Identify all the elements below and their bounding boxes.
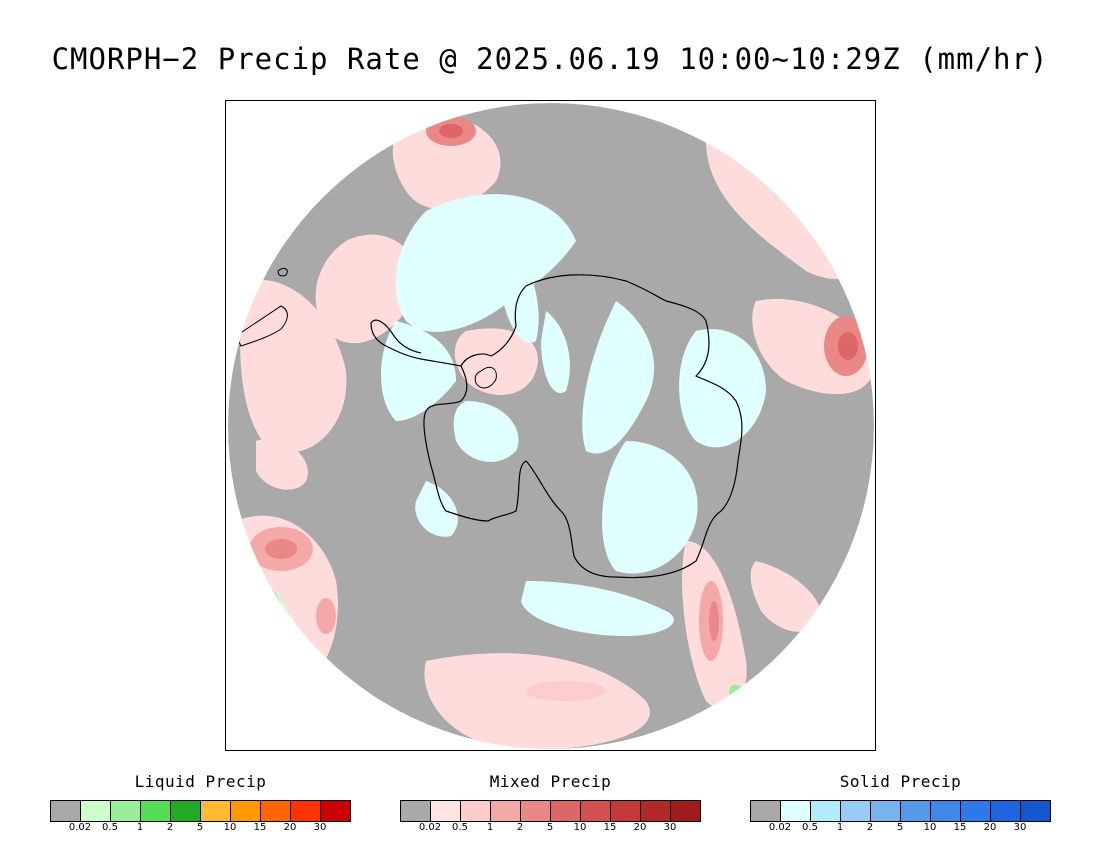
legend-solid-swatch [781,801,811,821]
legend-solid-swatch [841,801,871,821]
legend-liquid-swatch [111,801,141,821]
legend-mixed-tick-label: 1 [486,822,494,833]
legend-liquid-swatch [141,801,171,821]
legend-liquid-swatch [171,801,201,821]
legend-liquid: Liquid Precip 0.02 0.5 1 2 5 10 15 20 30 [50,772,351,833]
legend-mixed-title: Mixed Precip [489,772,612,791]
legend-solid-tick-label: 0.5 [802,822,818,833]
legend-mixed-swatch [401,801,431,821]
polar-precip-map [228,103,874,749]
legend-solid-colorbar [750,800,1051,822]
antarctic-peninsula-coastline [370,319,462,367]
legend-liquid-swatch [81,801,111,821]
legend-mixed-tick-label: 10 [573,822,587,833]
legend-solid-swatch [1021,801,1050,821]
legend-solid-tick-label: 5 [896,822,904,833]
legend-mixed-tick-label: 30 [663,822,677,833]
legend-mixed-tick-label: 20 [633,822,647,833]
south-america-coastline [235,305,288,347]
legend-liquid-swatch [201,801,231,821]
weddell-ice-shelf-outline [474,366,497,389]
legend-solid-title: Solid Precip [839,772,962,791]
legend-mixed-swatch [641,801,671,821]
legend-solid-tick-label: 2 [866,822,874,833]
legend-liquid-tick-label: 30 [313,822,327,833]
legend-liquid-tick-label: 1 [136,822,144,833]
legend-mixed-swatch [611,801,641,821]
legend-mixed-ticks: 0.02 0.5 1 2 5 10 15 20 30 [400,822,701,836]
legend-mixed-tick-label: 0.5 [452,822,468,833]
mixed-precip-cells [249,116,868,701]
legend-solid-ticks: 0.02 0.5 1 2 5 10 15 20 30 [750,822,1051,836]
legend-liquid-tick-label: 10 [223,822,237,833]
legend-mixed-colorbar [400,800,701,822]
legend-liquid-colorbar [50,800,351,822]
legend-mixed-swatch [671,801,700,821]
legend-liquid-swatch [291,801,321,821]
antarctica-coastline [423,274,743,579]
legend-mixed-swatch [431,801,461,821]
legend-mixed-tick-label: 15 [603,822,617,833]
legend-solid-tick-label: 0.02 [768,822,792,833]
legend-solid-swatch [751,801,781,821]
legend-liquid-tick-label: 5 [196,822,204,833]
legend-mixed: Mixed Precip 0.02 0.5 1 2 5 10 15 20 30 [400,772,701,833]
legend-solid-swatch [871,801,901,821]
falklands-coastline [277,267,288,277]
legend-mixed-tick-label: 5 [546,822,554,833]
legend-liquid-tick-label: 0.5 [102,822,118,833]
legend-liquid-title: Liquid Precip [134,772,267,791]
legend-liquid-swatch [321,801,350,821]
legend-solid: Solid Precip 0.02 0.5 1 2 5 10 15 20 30 [750,772,1051,833]
legend-liquid-tick-label: 15 [253,822,267,833]
legend-liquid-swatch [51,801,81,821]
legend-solid-swatch [961,801,991,821]
legend-liquid-tick-label: 20 [283,822,297,833]
legend-mixed-tick-label: 2 [516,822,524,833]
legend-solid-tick-label: 10 [923,822,937,833]
legend-liquid-swatch [261,801,291,821]
legend-solid-tick-label: 30 [1013,822,1027,833]
legend-solid-swatch [901,801,931,821]
legend-liquid-swatch [231,801,261,821]
legend-solid-swatch [991,801,1021,821]
legend-liquid-ticks: 0.02 0.5 1 2 5 10 15 20 30 [50,822,351,836]
legend-solid-tick-label: 1 [836,822,844,833]
legend-mixed-swatch [551,801,581,821]
legend-solid-tick-label: 20 [983,822,997,833]
legend-mixed-tick-label: 0.02 [418,822,442,833]
legend-solid-swatch [931,801,961,821]
legend-mixed-swatch [461,801,491,821]
map-frame [225,100,876,751]
legend-solid-swatch [811,801,841,821]
legend-liquid-tick-label: 0.02 [68,822,92,833]
legend-mixed-swatch [521,801,551,821]
map-title: CMORPH−2 Precip Rate @ 2025.06.19 10:00~… [51,42,1049,76]
legend-mixed-swatch [581,801,611,821]
legend-solid-tick-label: 15 [953,822,967,833]
legend-mixed-swatch [491,801,521,821]
solid-precip-areas [381,194,766,636]
legend-liquid-tick-label: 2 [166,822,174,833]
